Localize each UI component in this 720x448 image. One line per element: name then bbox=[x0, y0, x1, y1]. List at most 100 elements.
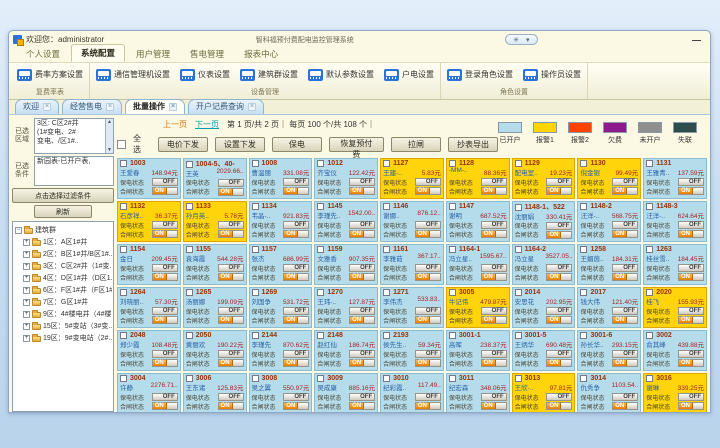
switch-toggle[interactable]: ON bbox=[414, 402, 441, 411]
meter-export-button[interactable]: 抄表导出 bbox=[448, 136, 498, 152]
room-checkbox[interactable] bbox=[251, 160, 259, 167]
switch-toggle[interactable]: ON bbox=[283, 230, 310, 239]
switch-toggle[interactable]: ON bbox=[546, 187, 573, 196]
switch-toggle[interactable]: ON bbox=[546, 402, 573, 411]
protect-toggle[interactable]: OFF bbox=[151, 393, 178, 402]
switch-toggle[interactable]: ON bbox=[678, 316, 704, 325]
room-checkbox[interactable] bbox=[514, 160, 522, 167]
protect-toggle[interactable]: OFF bbox=[151, 221, 178, 230]
room-checkbox[interactable] bbox=[251, 289, 259, 296]
protect-toggle[interactable]: OFF bbox=[349, 393, 376, 402]
protect-toggle[interactable]: OFF bbox=[546, 350, 573, 359]
room-checkbox[interactable] bbox=[448, 203, 456, 210]
room-checkbox[interactable] bbox=[580, 203, 588, 210]
ribbon-item-meter-settings[interactable]: 仪表设置 bbox=[180, 68, 230, 81]
switch-toggle[interactable]: ON bbox=[612, 230, 639, 239]
protect-toggle[interactable]: OFF bbox=[151, 264, 178, 273]
doc-tab-sales[interactable]: 经营售电 × bbox=[62, 99, 122, 114]
protect-toggle[interactable]: OFF bbox=[349, 264, 376, 273]
switch-toggle[interactable]: ON bbox=[612, 359, 639, 368]
protect-toggle[interactable]: OFF bbox=[217, 350, 244, 359]
switch-toggle[interactable]: ON bbox=[217, 359, 244, 368]
switch-toggle[interactable]: ON bbox=[612, 316, 639, 325]
room-checkbox[interactable] bbox=[514, 332, 522, 339]
protect-toggle[interactable]: OFF bbox=[612, 221, 639, 230]
protect-toggle[interactable]: OFF bbox=[480, 350, 507, 359]
room-checkbox[interactable] bbox=[317, 160, 325, 167]
switch-toggle[interactable]: ON bbox=[151, 359, 178, 368]
protect-toggle[interactable]: OFF bbox=[414, 221, 441, 230]
protect-toggle[interactable]: OFF bbox=[414, 307, 441, 316]
switch-toggle[interactable]: ON bbox=[283, 316, 310, 325]
chevron-down-icon[interactable]: ▾ bbox=[526, 36, 530, 44]
tree-item-3[interactable]: +4区：D区1#井（D区1.. bbox=[14, 272, 112, 284]
room-checkbox[interactable] bbox=[514, 246, 522, 253]
expand-icon[interactable]: + bbox=[23, 250, 30, 258]
room-checkbox[interactable] bbox=[514, 289, 522, 296]
switch-toggle[interactable]: ON bbox=[217, 273, 244, 282]
quick-access-icon[interactable]: ✳ bbox=[513, 36, 520, 44]
protect-power-button[interactable]: 保电 bbox=[271, 136, 322, 152]
protect-toggle[interactable]: OFF bbox=[283, 178, 310, 187]
protect-toggle[interactable]: OFF bbox=[414, 264, 441, 273]
switch-toggle[interactable]: ON bbox=[480, 230, 507, 239]
collapse-icon[interactable]: − bbox=[15, 226, 22, 234]
protect-toggle[interactable]: OFF bbox=[678, 264, 704, 273]
ribbon-item-login-role-settings[interactable]: 登录角色设置 bbox=[447, 68, 513, 81]
protect-toggle[interactable]: OFF bbox=[414, 178, 441, 187]
protect-toggle[interactable]: OFF bbox=[151, 307, 178, 316]
doc-tab-welcome[interactable]: 欢迎 × bbox=[15, 99, 59, 114]
switch-toggle[interactable]: ON bbox=[349, 402, 376, 411]
protect-toggle[interactable]: OFF bbox=[217, 307, 244, 316]
switch-toggle[interactable]: ON bbox=[546, 316, 573, 325]
room-checkbox[interactable] bbox=[317, 375, 325, 382]
ribbon-item-default-params-settings[interactable]: 默认参数设置 bbox=[308, 68, 374, 81]
scroll-down-icon[interactable]: ▼ bbox=[107, 146, 112, 153]
switch-toggle[interactable]: ON bbox=[283, 273, 310, 282]
protect-toggle[interactable]: OFF bbox=[546, 221, 573, 230]
room-checkbox[interactable] bbox=[646, 246, 654, 253]
tree-item-5[interactable]: +7区：G区1#井 bbox=[14, 296, 112, 308]
switch-toggle[interactable]: ON bbox=[151, 187, 178, 196]
room-checkbox[interactable] bbox=[185, 203, 193, 210]
switch-toggle[interactable]: ON bbox=[546, 273, 573, 282]
ribbon-tab-personal-settings[interactable]: 个人设置 bbox=[26, 49, 61, 59]
tree-item-0[interactable]: +1区：A区1#井 bbox=[14, 236, 112, 248]
room-checkbox[interactable] bbox=[383, 246, 391, 253]
protect-toggle[interactable]: OFF bbox=[480, 393, 507, 402]
switch-toggle[interactable]: ON bbox=[480, 402, 507, 411]
protect-toggle[interactable]: OFF bbox=[546, 393, 573, 402]
switch-toggle[interactable]: ON bbox=[480, 359, 507, 368]
ribbon-item-household-power-settings[interactable]: 户电设置 bbox=[384, 68, 434, 81]
switch-toggle[interactable]: ON bbox=[546, 359, 573, 368]
protect-toggle[interactable]: OFF bbox=[283, 221, 310, 230]
protect-toggle[interactable]: OFF bbox=[678, 178, 704, 187]
protect-toggle[interactable]: OFF bbox=[612, 350, 639, 359]
room-checkbox[interactable] bbox=[185, 160, 193, 168]
ribbon-item-rate-plan-settings[interactable]: 费率方案设置 bbox=[17, 68, 83, 81]
protect-toggle[interactable]: OFF bbox=[217, 393, 244, 402]
protect-toggle[interactable]: OFF bbox=[283, 350, 310, 359]
protect-toggle[interactable]: OFF bbox=[349, 350, 376, 359]
room-checkbox[interactable] bbox=[251, 332, 259, 339]
room-checkbox[interactable] bbox=[383, 160, 391, 167]
protect-toggle[interactable]: OFF bbox=[349, 178, 376, 187]
switch-toggle[interactable]: ON bbox=[678, 273, 704, 282]
protect-toggle[interactable]: OFF bbox=[414, 393, 441, 402]
settings-download-button[interactable]: 设置下发 bbox=[214, 136, 265, 152]
room-checkbox[interactable] bbox=[120, 289, 127, 296]
room-checkbox[interactable] bbox=[120, 160, 127, 167]
room-checkbox[interactable] bbox=[646, 289, 654, 296]
tree-root[interactable]: − 建筑群 bbox=[14, 224, 112, 236]
select-all-checkbox[interactable] bbox=[117, 139, 126, 149]
protect-toggle[interactable]: OFF bbox=[678, 350, 704, 359]
room-checkbox[interactable] bbox=[514, 375, 522, 382]
close-icon[interactable]: × bbox=[248, 102, 256, 111]
room-checkbox[interactable] bbox=[514, 203, 522, 211]
switch-toggle[interactable]: ON bbox=[217, 230, 244, 239]
trip-switch-button[interactable]: 拉闸 bbox=[391, 136, 441, 152]
room-checkbox[interactable] bbox=[448, 246, 456, 253]
doc-tab-account-query[interactable]: 开户记费查询 × bbox=[188, 99, 264, 114]
switch-toggle[interactable]: ON bbox=[217, 187, 244, 196]
room-checkbox[interactable] bbox=[251, 203, 259, 210]
